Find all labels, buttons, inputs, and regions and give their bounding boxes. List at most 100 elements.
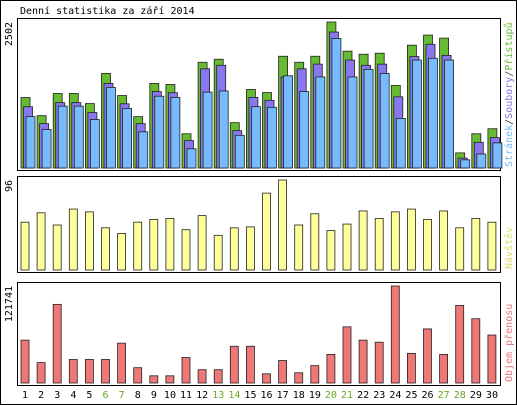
- bar: [25, 116, 36, 169]
- bar: [197, 369, 207, 384]
- x-tick-label: 9: [151, 390, 157, 401]
- x-tick-label: 2: [38, 390, 44, 401]
- bar: [90, 119, 100, 169]
- bar: [476, 153, 487, 169]
- bar: [117, 342, 126, 384]
- y-tick-label: 121741: [4, 286, 15, 322]
- y-tick-label: 2502: [4, 22, 15, 46]
- legend-entry: Objem přenosu: [503, 304, 515, 382]
- bar: [439, 353, 449, 384]
- x-tick-label: 26: [422, 390, 434, 401]
- bar: [278, 360, 288, 384]
- bar: [390, 211, 400, 271]
- bar: [278, 179, 288, 271]
- bar: [106, 87, 116, 169]
- bar: [52, 303, 62, 384]
- bar: [342, 326, 352, 384]
- x-tick-label: 22: [357, 390, 369, 401]
- bar: [358, 210, 368, 271]
- bar: [245, 226, 255, 271]
- bar: [165, 375, 175, 384]
- bar: [138, 131, 149, 169]
- legend-separator: /: [504, 71, 515, 77]
- bar: [149, 375, 159, 384]
- bar: [133, 221, 143, 271]
- bar: [20, 339, 30, 384]
- x-tick-label: 23: [373, 390, 385, 401]
- bar: [379, 73, 390, 169]
- bar: [310, 213, 320, 271]
- x-tick-label: 13: [212, 390, 224, 401]
- bar: [262, 192, 271, 271]
- bar: [374, 341, 384, 384]
- bar: [213, 234, 223, 271]
- bar: [52, 224, 62, 271]
- x-tick-label: 30: [486, 390, 498, 401]
- bar: [250, 106, 261, 169]
- x-tick-label: 8: [135, 390, 141, 401]
- bar: [455, 227, 465, 271]
- bar: [471, 318, 481, 384]
- x-tick-label: 3: [54, 390, 60, 401]
- bar: [149, 218, 159, 271]
- bar: [331, 38, 342, 169]
- bar: [423, 218, 432, 271]
- x-tick-label: 5: [86, 390, 92, 401]
- bar: [41, 129, 52, 169]
- bar: [460, 159, 471, 169]
- bar: [36, 212, 46, 271]
- bar: [133, 367, 143, 384]
- bar: [73, 105, 84, 169]
- bar: [492, 142, 503, 169]
- x-tick-label: 15: [244, 390, 256, 401]
- legend-entry: Stránek: [503, 125, 515, 167]
- bar: [218, 90, 229, 169]
- x-tick-label: 11: [180, 390, 192, 401]
- bar: [342, 223, 352, 271]
- bar: [85, 359, 94, 384]
- bar: [68, 359, 78, 384]
- bar: [165, 218, 175, 271]
- x-tick-label: 25: [405, 390, 417, 401]
- bar: [487, 334, 497, 384]
- legend-entry: Přístupů: [503, 22, 515, 70]
- bar: [395, 117, 406, 169]
- bar: [262, 373, 271, 384]
- y-tick-label: 96: [4, 180, 15, 192]
- bar: [358, 339, 368, 384]
- x-tick-label: 18: [293, 390, 305, 401]
- legend-separator: /: [504, 119, 515, 125]
- x-tick-label: 29: [470, 390, 482, 401]
- bar: [455, 304, 465, 384]
- bar: [122, 108, 132, 169]
- bar: [245, 345, 255, 384]
- x-tick-label: 20: [325, 390, 337, 401]
- legend-entry: Soubory: [504, 77, 515, 119]
- bar: [347, 76, 358, 169]
- bar: [428, 57, 438, 169]
- bar: [101, 359, 110, 384]
- x-tick-label: 27: [438, 390, 450, 401]
- bar: [170, 96, 181, 169]
- panel: [17, 282, 501, 386]
- bar: [229, 345, 239, 384]
- legend: Návštěv: [503, 227, 515, 269]
- x-tick-label: 10: [164, 390, 176, 401]
- bar: [197, 215, 207, 271]
- bar: [36, 362, 46, 384]
- bar: [423, 328, 432, 384]
- bar: [471, 218, 481, 271]
- x-tick-label: 19: [309, 390, 321, 401]
- bar: [229, 227, 239, 271]
- legend-entry: Návštěv: [503, 227, 515, 269]
- bar: [181, 357, 191, 384]
- bar: [487, 221, 497, 271]
- bar: [411, 59, 422, 169]
- x-tick-label: 12: [196, 390, 208, 401]
- x-tick-label: 24: [389, 390, 401, 401]
- bar: [267, 106, 277, 169]
- x-tick-label: 28: [454, 390, 466, 401]
- bar: [439, 210, 449, 271]
- bar: [315, 76, 326, 169]
